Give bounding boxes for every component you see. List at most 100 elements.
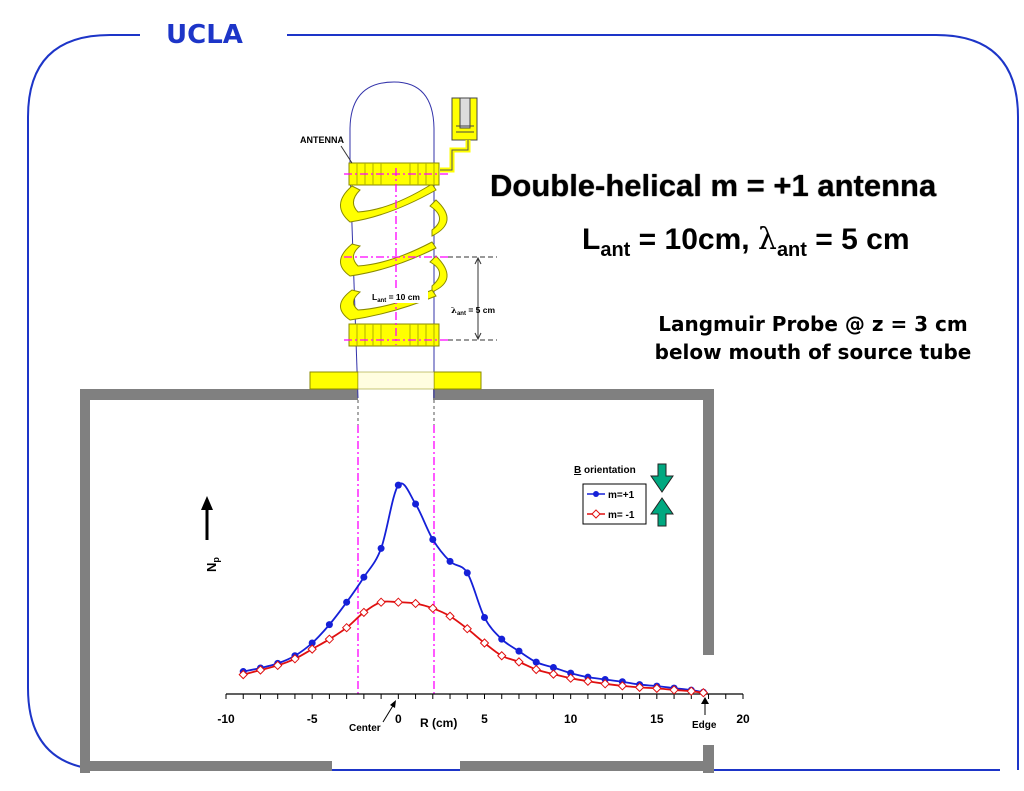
data-point-m-plus-1 (481, 614, 488, 621)
tube-projection (357, 400, 435, 697)
chart-legend: B orientation m=+1 m= -1 (574, 463, 674, 527)
legend-marker-m-plus-1 (593, 491, 599, 497)
data-point-m-minus-1 (376, 597, 386, 607)
data-point-m-minus-1 (531, 664, 541, 675)
slide-frame-right (287, 34, 1019, 770)
source-flange-left (309, 371, 359, 390)
data-point-m-plus-1 (325, 621, 333, 629)
edge-annotation: Edge (692, 697, 717, 731)
b-field-up-arrow-icon (650, 497, 674, 527)
data-point-m-minus-1 (652, 683, 662, 694)
antenna-parameters: Lant = 10cm, λant = 5 cm (582, 222, 910, 261)
y-axis-label: Np (204, 557, 221, 572)
legend-box (582, 483, 647, 525)
ucla-logo: UCLA (166, 20, 243, 50)
antenna-label-pointer (340, 145, 353, 164)
data-point-m-minus-1 (290, 654, 300, 664)
data-point-m-minus-1 (497, 651, 507, 661)
helical-straps (340, 183, 448, 321)
data-point-m-minus-1 (583, 676, 593, 686)
legend-title: B orientation (574, 465, 636, 476)
data-point-m-minus-1 (600, 679, 610, 689)
center-annotation: Center (349, 700, 396, 734)
data-point-m-plus-1 (567, 669, 575, 677)
data-point-m-plus-1 (308, 639, 316, 647)
y-axis-indicator: Np (201, 496, 221, 572)
data-point-m-plus-1 (498, 635, 506, 643)
data-point-m-plus-1 (463, 569, 471, 577)
data-point-m-plus-1 (412, 500, 420, 508)
antenna-reference-lines (344, 168, 448, 345)
legend-label-m-plus-1: m=+1 (608, 490, 635, 501)
antenna-wavelength-label: λant = 5 cm (451, 305, 495, 317)
x-axis-ticks: -10 -5 0 5 10 15 20 (217, 694, 750, 726)
slide-title: Double-helical m = +1 antenna (490, 168, 937, 203)
chamber-top-right-wall (433, 389, 714, 400)
data-point-m-minus-1 (393, 597, 404, 607)
svg-text:Edge: Edge (692, 720, 717, 731)
source-tube-dome (349, 81, 435, 168)
antenna-assembly: ANTENNA Lant = 10 cm λant = 5 cm (300, 81, 497, 399)
x-tick-label: 20 (736, 712, 750, 726)
data-point-m-minus-1 (548, 669, 559, 679)
data-point-m-minus-1 (428, 603, 438, 614)
data-point-m-minus-1 (634, 682, 645, 693)
legend-label-m-minus-1: m= -1 (608, 510, 635, 521)
x-axis-label: R (cm) (420, 716, 457, 730)
x-tick-label: 10 (564, 712, 578, 726)
gas-feed-fitting (440, 97, 478, 173)
antenna-label: ANTENNA (300, 135, 344, 145)
data-point-m-plus-1 (429, 535, 437, 543)
data-point-m-minus-1 (686, 686, 697, 696)
chamber-right-wall-lower (703, 745, 714, 773)
slide-frame (27, 34, 1000, 771)
svg-text:Center: Center (349, 723, 381, 734)
vacuum-chamber (80, 389, 714, 773)
data-point-m-minus-1 (255, 665, 266, 675)
probe-description-line-2: below mouth of source tube (654, 340, 972, 364)
data-point-m-plus-1 (532, 658, 540, 666)
data-point-m-plus-1 (394, 481, 402, 489)
data-point-m-minus-1 (462, 624, 472, 634)
data-point-m-minus-1 (341, 622, 352, 633)
data-point-m-minus-1 (324, 634, 335, 644)
data-point-m-plus-1 (377, 544, 385, 552)
data-point-m-minus-1 (272, 660, 283, 671)
series-points (238, 481, 709, 698)
x-tick-label: 15 (650, 712, 664, 726)
wavelength-dimension (448, 256, 497, 341)
data-point-m-minus-1 (307, 644, 317, 654)
series-line-m-minus-1 (243, 600, 704, 694)
probe-description-line-1: Langmuir Probe @ z = 3 cm (658, 312, 968, 336)
legend-marker-m-minus-1 (591, 509, 601, 519)
x-tick-label: 0 (395, 712, 402, 726)
chamber-bottom-left-wall (80, 761, 332, 771)
b-field-down-arrow-icon (650, 463, 674, 493)
data-point-m-plus-1 (549, 663, 557, 671)
data-point-m-minus-1 (514, 657, 524, 667)
data-point-m-plus-1 (515, 647, 523, 655)
x-tick-label: 5 (481, 712, 488, 726)
data-point-m-minus-1 (359, 607, 369, 618)
data-point-m-minus-1 (238, 669, 248, 680)
x-tick-label: -5 (307, 712, 318, 726)
data-point-m-minus-1 (698, 688, 709, 698)
chamber-bottom-right-wall (460, 761, 714, 771)
chamber-top-left-wall (80, 389, 358, 400)
data-point-m-plus-1 (446, 557, 454, 565)
data-point-m-minus-1 (565, 673, 576, 683)
probe-description: Langmuir Probe @ z = 3 cm below mouth of… (608, 310, 1018, 366)
data-point-m-minus-1 (445, 611, 455, 621)
data-point-m-plus-1 (360, 573, 368, 581)
source-flange-right (433, 371, 482, 390)
density-profile-chart: -10 -5 0 5 10 15 20 R (cm) Center Edge Np (201, 463, 750, 734)
data-point-m-minus-1 (617, 681, 628, 691)
chamber-right-wall-upper (703, 389, 714, 655)
data-point-m-plus-1 (343, 598, 351, 606)
x-tick-label: -10 (217, 712, 235, 726)
data-point-m-minus-1 (669, 685, 679, 695)
chamber-left-wall (80, 389, 90, 773)
data-point-m-minus-1 (479, 638, 490, 648)
series-line-m-plus-1 (243, 482, 704, 694)
series-lines (243, 482, 704, 694)
